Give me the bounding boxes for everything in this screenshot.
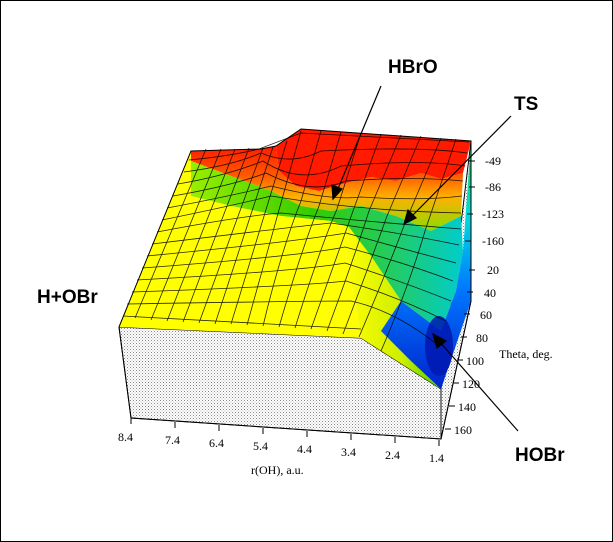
- z-axis: [465, 160, 475, 242]
- surface-outline: [118, 128, 472, 440]
- hobr-arrow-line: [438, 340, 519, 432]
- theta-tick-3: 60: [480, 308, 492, 322]
- theta-tick-7: 140: [458, 400, 476, 414]
- surface-yellow-plateau: [119, 151, 361, 338]
- annotation-arrows: [331, 85, 519, 432]
- theta-axis-label: Theta, deg.: [499, 347, 553, 361]
- hbro-arrowhead: [331, 184, 344, 201]
- z-tick-4: -160: [482, 234, 504, 248]
- surface-mesh: [122, 130, 470, 352]
- label-ts: TS: [514, 94, 538, 115]
- z-tick-2: -86: [485, 180, 501, 194]
- surface-back-slope: [191, 146, 463, 231]
- theta-tick-8: 160: [454, 423, 472, 437]
- x-axis: [130, 418, 440, 446]
- ts-arrowhead: [403, 208, 418, 226]
- surface-red-plateau: [276, 129, 471, 191]
- ts-arrow-line: [410, 115, 512, 218]
- hbro-arrow-line: [336, 85, 382, 192]
- surface: [119, 129, 471, 389]
- theta-tick-2: 40: [484, 286, 496, 300]
- z-tick-1: -49: [485, 154, 501, 168]
- theta-tick-4: 80: [476, 331, 488, 345]
- x-tick-4: 5.4: [253, 439, 268, 453]
- label-h-obr: H+OBr: [37, 287, 98, 308]
- x-tick-8: 1.4: [429, 451, 444, 465]
- label-hbro: HBrO: [388, 57, 438, 78]
- theta-tick-5: 100: [466, 354, 484, 368]
- x-axis-label: r(OH), a.u.: [251, 463, 304, 477]
- label-hobr: HOBr: [515, 445, 565, 466]
- x-tick-3: 6.4: [209, 436, 224, 450]
- theta-axis: [445, 269, 475, 430]
- x-tick-2: 7.4: [165, 433, 180, 447]
- theta-tick-1: 20: [487, 263, 499, 277]
- z-tick-3: -123: [482, 207, 504, 221]
- theta-tick-6: 120: [462, 377, 480, 391]
- x-tick-5: 4.4: [297, 442, 312, 456]
- hobr-arrowhead: [432, 332, 448, 350]
- x-tick-6: 3.4: [341, 445, 356, 459]
- x-tick-7: 2.4: [385, 448, 400, 462]
- surface-valley: [191, 161, 463, 331]
- x-tick-1: 8.4: [118, 430, 133, 444]
